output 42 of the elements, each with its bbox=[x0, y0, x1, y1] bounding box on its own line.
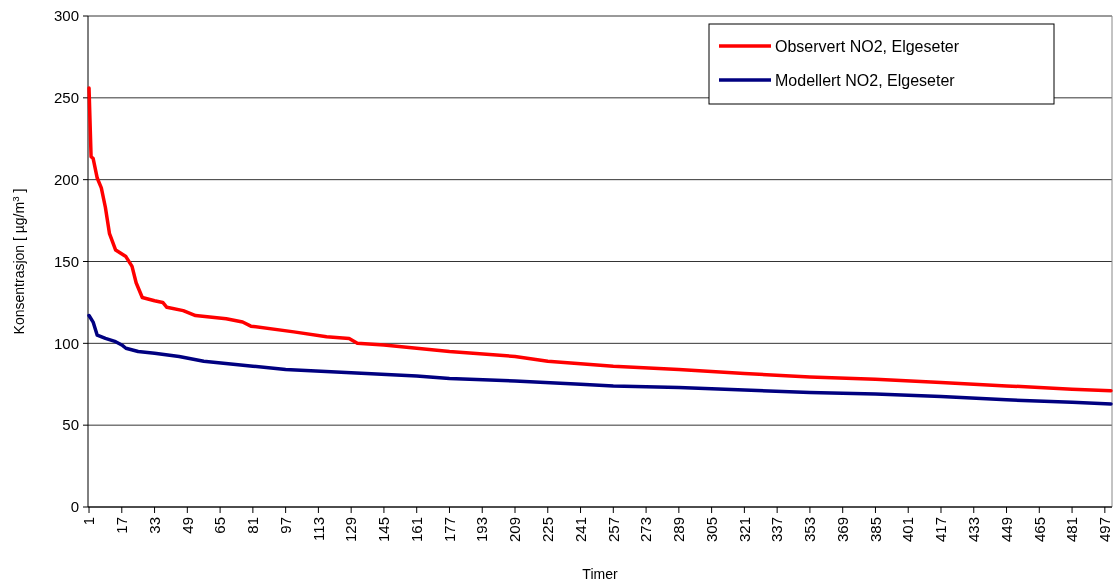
x-tick-label: 273 bbox=[637, 517, 655, 543]
x-tick-label: 113 bbox=[309, 517, 327, 541]
x-tick-label: 145 bbox=[375, 517, 393, 543]
y-tick-label: 200 bbox=[53, 170, 79, 188]
x-tick-label: 193 bbox=[473, 517, 491, 543]
x-tick-label: 177 bbox=[440, 517, 458, 543]
x-tick-label: 33 bbox=[145, 517, 163, 534]
y-tick-label: 250 bbox=[53, 89, 79, 107]
x-tick-label: 209 bbox=[506, 517, 524, 543]
x-tick-label: 369 bbox=[833, 517, 851, 543]
x-tick-label: 81 bbox=[244, 517, 262, 534]
x-tick-label: 289 bbox=[670, 517, 688, 543]
x-tick-label: 385 bbox=[866, 517, 884, 543]
x-tick-label: 449 bbox=[997, 517, 1015, 543]
y-tick-label: 100 bbox=[53, 334, 79, 352]
x-tick-label: 49 bbox=[178, 517, 196, 534]
x-tick-label: 353 bbox=[801, 517, 819, 543]
x-tick-label: 225 bbox=[539, 517, 557, 543]
x-tick-label: 433 bbox=[965, 517, 983, 543]
x-tick-label: 65 bbox=[211, 517, 229, 534]
y-tick-label: 300 bbox=[53, 7, 79, 25]
x-tick-label: 129 bbox=[342, 517, 360, 543]
legend-label: Observert NO2, Elgeseter bbox=[775, 37, 960, 55]
x-tick-label: 1 bbox=[80, 517, 98, 526]
x-tick-label: 465 bbox=[1030, 517, 1048, 543]
x-tick-label: 305 bbox=[702, 517, 720, 543]
x-axis-title: Timer bbox=[582, 566, 618, 582]
legend-label: Modellert NO2, Elgeseter bbox=[775, 71, 956, 89]
x-tick-label: 161 bbox=[407, 517, 425, 543]
x-tick-label: 257 bbox=[604, 517, 622, 543]
x-tick-label: 497 bbox=[1096, 517, 1114, 543]
x-tick-label: 97 bbox=[276, 517, 294, 534]
x-tick-label: 241 bbox=[571, 517, 589, 543]
y-tick-label: 50 bbox=[62, 416, 79, 434]
x-tick-label: 401 bbox=[899, 517, 917, 543]
x-tick-label: 337 bbox=[768, 517, 786, 543]
y-tick-label: 150 bbox=[53, 252, 79, 270]
x-tick-label: 481 bbox=[1063, 517, 1081, 543]
x-tick-label: 321 bbox=[735, 517, 753, 543]
x-tick-label: 417 bbox=[932, 517, 950, 543]
y-tick-label: 0 bbox=[70, 498, 79, 516]
x-tick-label: 17 bbox=[113, 517, 131, 534]
